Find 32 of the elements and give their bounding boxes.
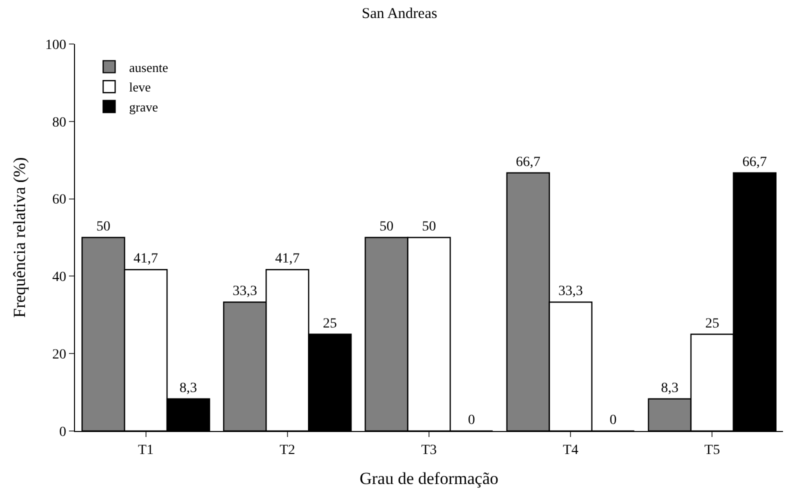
legend-label: grave <box>129 100 158 115</box>
y-tick-label: 60 <box>52 192 66 208</box>
y-axis-title: Frequência relativa (%) <box>10 157 29 318</box>
data-label: 25 <box>705 316 720 332</box>
data-label: 50 <box>422 220 436 234</box>
data-label: 8,3 <box>180 380 198 396</box>
x-tick-label: T4 <box>562 442 578 458</box>
chart-title: San Andreas <box>362 6 438 22</box>
data-label: 50 <box>380 220 394 234</box>
data-label: 33,3 <box>232 284 258 300</box>
y-tick-label: 20 <box>52 348 66 362</box>
y-tick-label: 80 <box>52 115 66 130</box>
data-label: 8,3 <box>660 380 678 396</box>
data-label: 25 <box>322 316 337 332</box>
data-label: 41,7 <box>134 252 158 267</box>
data-label: 66,7 <box>742 154 767 170</box>
data-label: 0 <box>610 413 617 428</box>
x-tick-label: T2 <box>280 442 296 458</box>
data-label: 50 <box>96 220 110 234</box>
y-tick-label: 100 <box>45 38 66 53</box>
data-label: 33,3 <box>558 284 583 300</box>
legend-label: leve <box>129 80 152 95</box>
x-tick-label: T3 <box>421 442 437 458</box>
y-tick-label: 40 <box>52 270 66 286</box>
x-tick-label: T5 <box>704 442 720 458</box>
data-label: 41,7 <box>275 252 300 267</box>
x-axis-title: Grau de deformação <box>360 469 498 488</box>
data-label: 66,7 <box>516 154 540 170</box>
legend-label: ausente <box>129 60 168 75</box>
y-tick-label: 0 <box>59 424 66 440</box>
x-tick-label: T1 <box>138 442 154 458</box>
data-label: 0 <box>468 413 475 428</box>
